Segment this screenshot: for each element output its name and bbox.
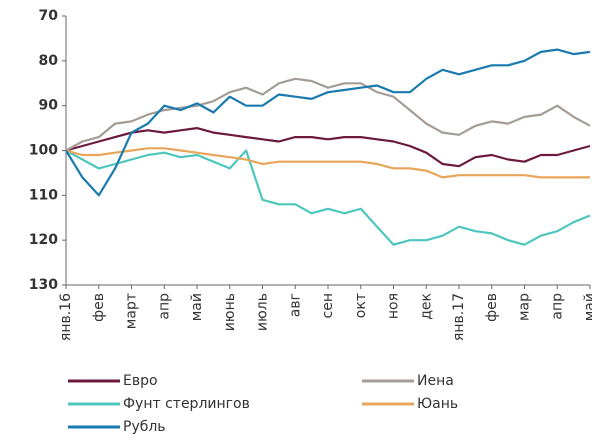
series-line [65,48,591,197]
series-line [65,147,590,179]
x-tick-label: окт [353,293,369,318]
x-tick-label: дек [418,293,434,320]
y-tick-label: 130 [29,277,58,293]
x-tick-label: ноя [386,293,402,319]
x-tick-label: апр [156,293,172,320]
legend-label: Юань [417,396,458,412]
y-tick-label: 70 [39,8,59,24]
legend-label: Фунт стерлингов [123,396,250,412]
series-line [65,77,591,152]
y-tick-label: 80 [39,53,59,69]
x-tick-label: март [124,293,140,329]
x-tick-label: мар [517,293,533,321]
x-tick-label: май [582,293,592,321]
y-tick-label: 120 [29,232,58,248]
x-tick-label: янв.17 [451,293,467,341]
x-tick-label: июль [255,293,271,331]
x-tick-label: янв.16 [58,293,74,341]
y-tick-label: 110 [29,187,58,203]
series-line [65,149,591,246]
legend-label: Евро [123,373,158,389]
y-tick-label: 90 [39,98,59,114]
x-tick-label: апр [549,293,565,320]
x-tick-label: сен [320,293,336,318]
x-tick-label: июнь [222,293,238,331]
y-tick-label: 100 [29,143,58,159]
x-tick-label: фев [91,293,107,322]
x-tick-label: авг [287,293,303,317]
legend-label: Иена [417,373,454,389]
legend-label: Рубль [123,419,166,435]
series-line [65,127,591,168]
x-tick-label: фев [484,293,500,322]
x-tick-label: май [189,293,205,321]
